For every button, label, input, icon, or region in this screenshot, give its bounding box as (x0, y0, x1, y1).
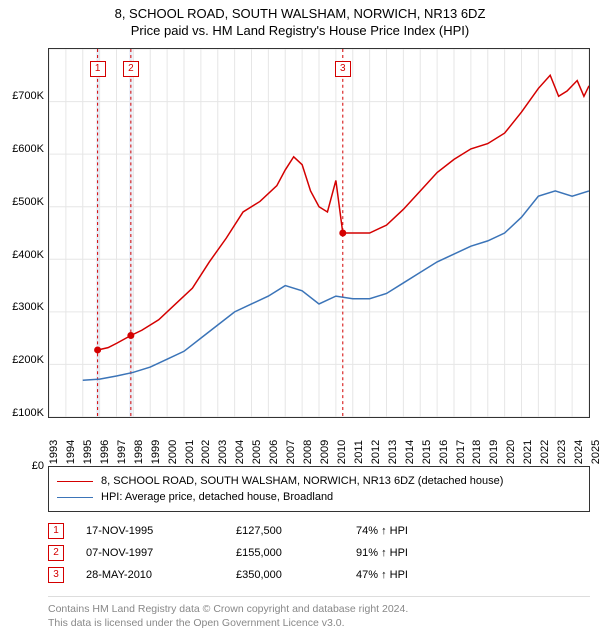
chart-container: 8, SCHOOL ROAD, SOUTH WALSHAM, NORWICH, … (0, 0, 600, 630)
x-tick-label: 2018 (471, 440, 483, 464)
y-tick-label: £500K (12, 196, 44, 208)
plot-area: 1 2 3 (48, 48, 590, 418)
x-tick-label: 2023 (556, 440, 568, 464)
sales-row: 2 07-NOV-1997£155,00091% ↑ HPI (48, 542, 590, 564)
x-tick-label: 2015 (421, 440, 433, 464)
y-tick-label: £0 (32, 460, 44, 472)
x-tick-label: 2011 (353, 440, 365, 464)
x-tick-label: 2000 (167, 440, 179, 464)
sale-marker-2: 2 (123, 61, 139, 77)
sale-marker-icon: 1 (48, 523, 64, 539)
sale-marker-1: 1 (90, 61, 106, 77)
sale-price: £350,000 (236, 569, 356, 581)
y-tick-label: £400K (12, 249, 44, 261)
x-tick-label: 1996 (99, 440, 111, 464)
attribution: Contains HM Land Registry data © Crown c… (48, 596, 590, 630)
y-axis: £0£100K£200K£300K£400K£500K£600K£700K (0, 96, 48, 466)
x-tick-label: 2004 (234, 440, 246, 464)
sale-delta: 91% ↑ HPI (356, 547, 496, 559)
chart-title: 8, SCHOOL ROAD, SOUTH WALSHAM, NORWICH, … (0, 6, 600, 21)
legend-label: HPI: Average price, detached house, Broa… (101, 491, 333, 503)
x-tick-label: 2016 (438, 440, 450, 464)
sale-date: 17-NOV-1995 (86, 525, 236, 537)
legend-swatch (57, 497, 93, 498)
sale-delta: 47% ↑ HPI (356, 569, 496, 581)
y-tick-label: £100K (12, 407, 44, 419)
x-tick-label: 2009 (319, 440, 331, 464)
x-tick-label: 2024 (573, 440, 585, 464)
sale-date: 28-MAY-2010 (86, 569, 236, 581)
x-tick-label: 2002 (200, 440, 212, 464)
sale-marker-icon: 3 (48, 567, 64, 583)
title-block: 8, SCHOOL ROAD, SOUTH WALSHAM, NORWICH, … (0, 0, 600, 42)
attribution-line2: This data is licensed under the Open Gov… (48, 616, 590, 630)
x-tick-label: 2020 (505, 440, 517, 464)
chart-subtitle: Price paid vs. HM Land Registry's House … (0, 23, 600, 38)
x-tick-label: 2012 (370, 440, 382, 464)
x-tick-label: 2017 (455, 440, 467, 464)
x-tick-label: 2019 (488, 440, 500, 464)
x-tick-label: 2001 (184, 440, 196, 464)
x-tick-label: 1993 (48, 440, 60, 464)
y-tick-label: £600K (12, 143, 44, 155)
x-tick-label: 2014 (404, 440, 416, 464)
sale-marker-icon: 2 (48, 545, 64, 561)
x-tick-label: 1999 (150, 440, 162, 464)
sale-date: 07-NOV-1997 (86, 547, 236, 559)
sale-marker-3: 3 (335, 61, 351, 77)
legend-item: 8, SCHOOL ROAD, SOUTH WALSHAM, NORWICH, … (57, 473, 581, 489)
sale-price: £127,500 (236, 525, 356, 537)
sales-row: 3 28-MAY-2010£350,00047% ↑ HPI (48, 564, 590, 586)
y-tick-label: £300K (12, 301, 44, 313)
x-tick-label: 2010 (336, 440, 348, 464)
sales-table: 1 17-NOV-1995£127,50074% ↑ HPI 2 07-NOV-199… (48, 520, 590, 586)
x-tick-label: 1995 (82, 440, 94, 464)
x-tick-label: 2006 (268, 440, 280, 464)
x-tick-label: 2008 (302, 440, 314, 464)
legend: 8, SCHOOL ROAD, SOUTH WALSHAM, NORWICH, … (48, 466, 590, 512)
sale-delta: 74% ↑ HPI (356, 525, 496, 537)
x-tick-label: 2021 (522, 440, 534, 464)
x-tick-label: 2013 (387, 440, 399, 464)
x-tick-label: 1994 (65, 440, 77, 464)
y-tick-label: £700K (12, 90, 44, 102)
x-tick-label: 2005 (251, 440, 263, 464)
x-axis: 1993199419951996199719981999200020012002… (48, 422, 590, 458)
x-tick-label: 1998 (133, 440, 145, 464)
x-tick-label: 2025 (590, 440, 600, 464)
marker-layer: 1 2 3 (49, 49, 589, 417)
y-tick-label: £200K (12, 354, 44, 366)
legend-item: HPI: Average price, detached house, Broa… (57, 489, 581, 505)
sale-price: £155,000 (236, 547, 356, 559)
attribution-line1: Contains HM Land Registry data © Crown c… (48, 602, 590, 616)
sales-row: 1 17-NOV-1995£127,50074% ↑ HPI (48, 520, 590, 542)
x-tick-label: 1997 (116, 440, 128, 464)
x-tick-label: 2003 (217, 440, 229, 464)
legend-label: 8, SCHOOL ROAD, SOUTH WALSHAM, NORWICH, … (101, 475, 503, 487)
x-tick-label: 2022 (539, 440, 551, 464)
legend-swatch (57, 481, 93, 482)
x-tick-label: 2007 (285, 440, 297, 464)
